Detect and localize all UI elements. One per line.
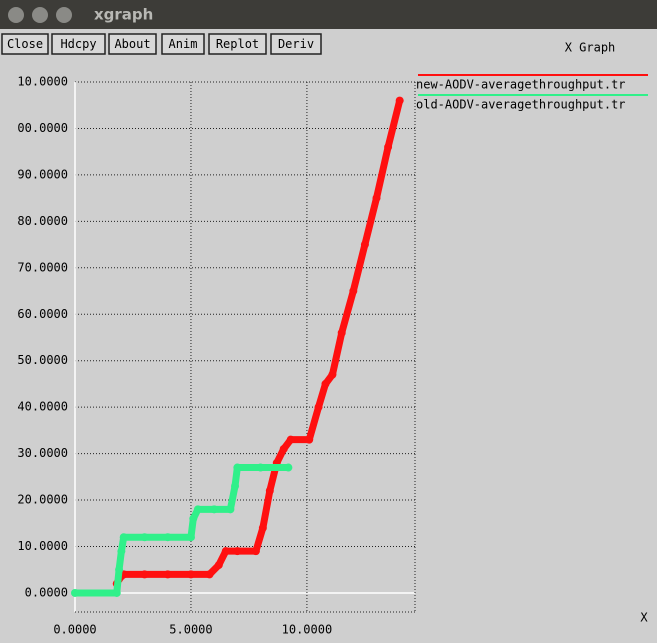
toolbar-button[interactable] xyxy=(161,33,205,55)
toolbar-button[interactable] xyxy=(270,33,322,55)
data-point xyxy=(258,523,267,532)
window-title: xgraph xyxy=(94,6,153,24)
data-point xyxy=(186,533,195,542)
data-point xyxy=(251,547,260,556)
legend-label: new-AODV-averagethroughput.tr xyxy=(416,78,626,92)
toolbar-button-label[interactable]: Hdcpy xyxy=(60,37,96,51)
legend-label: old-AODV-averagethroughput.tr xyxy=(416,98,626,112)
x-tick-label: 10.0000 xyxy=(282,623,333,637)
y-tick-label: 20.0000 xyxy=(17,493,68,507)
toolbar-button[interactable] xyxy=(108,33,157,55)
data-point xyxy=(140,533,149,542)
toolbar-button[interactable] xyxy=(51,33,106,55)
y-tick-label: 10.0000 xyxy=(17,75,68,89)
data-point xyxy=(279,444,288,453)
data-point xyxy=(337,328,346,337)
toolbar-button-label[interactable]: About xyxy=(114,37,150,51)
data-point xyxy=(210,505,219,514)
data-point xyxy=(226,505,235,514)
data-point xyxy=(214,561,223,570)
toolbar-button-label[interactable]: Deriv xyxy=(278,37,314,51)
minimize-icon[interactable] xyxy=(32,7,48,23)
graph-title: X Graph xyxy=(565,41,616,55)
series-line xyxy=(71,464,292,597)
data-point xyxy=(189,514,198,523)
data-point xyxy=(186,570,195,579)
y-tick-label: 10.0000 xyxy=(17,539,68,553)
data-point xyxy=(163,570,172,579)
data-point xyxy=(314,403,323,412)
x-tick-label: 0.0000 xyxy=(53,623,96,637)
close-icon[interactable] xyxy=(8,7,24,23)
data-point xyxy=(305,435,314,444)
data-point xyxy=(384,143,393,152)
data-point xyxy=(233,463,242,472)
data-point xyxy=(265,486,274,495)
data-point xyxy=(193,505,202,514)
toolbar-button[interactable] xyxy=(1,33,49,55)
data-point xyxy=(349,287,358,296)
data-point xyxy=(221,547,230,556)
data-point xyxy=(321,379,330,388)
y-tick-label: 90.0000 xyxy=(17,167,68,181)
y-tick-label: 00.0000 xyxy=(17,121,68,135)
data-point xyxy=(231,482,240,491)
x-axis-label: X xyxy=(640,611,648,625)
y-tick-label: 40.0000 xyxy=(17,400,68,414)
y-tick-label: 80.0000 xyxy=(17,214,68,228)
data-point xyxy=(256,463,265,472)
x-tick-label: 5.0000 xyxy=(169,623,212,637)
toolbar-button[interactable] xyxy=(208,33,267,55)
data-point xyxy=(117,547,126,556)
data-point xyxy=(286,435,295,444)
toolbar-button-label[interactable]: Replot xyxy=(216,37,259,51)
y-tick-label: 50.0000 xyxy=(17,353,68,367)
toolbar-button-label[interactable]: Close xyxy=(7,37,43,51)
y-tick-label: 0.0000 xyxy=(25,585,68,599)
y-tick-label: 70.0000 xyxy=(17,260,68,274)
data-point xyxy=(119,533,128,542)
data-point xyxy=(71,588,79,597)
data-point xyxy=(360,240,369,249)
data-point xyxy=(233,547,242,556)
toolbar-button-label[interactable]: Anim xyxy=(169,37,198,51)
data-point xyxy=(163,533,172,542)
data-point xyxy=(112,588,121,597)
data-point xyxy=(395,96,404,105)
data-point xyxy=(205,570,214,579)
y-tick-label: 60.0000 xyxy=(17,307,68,321)
data-point xyxy=(284,463,293,472)
maximize-icon[interactable] xyxy=(56,7,72,23)
data-point xyxy=(372,194,381,203)
data-point xyxy=(140,570,149,579)
title-bar xyxy=(0,0,657,29)
data-point xyxy=(328,370,337,379)
data-point xyxy=(115,565,124,574)
y-tick-label: 30.0000 xyxy=(17,446,68,460)
